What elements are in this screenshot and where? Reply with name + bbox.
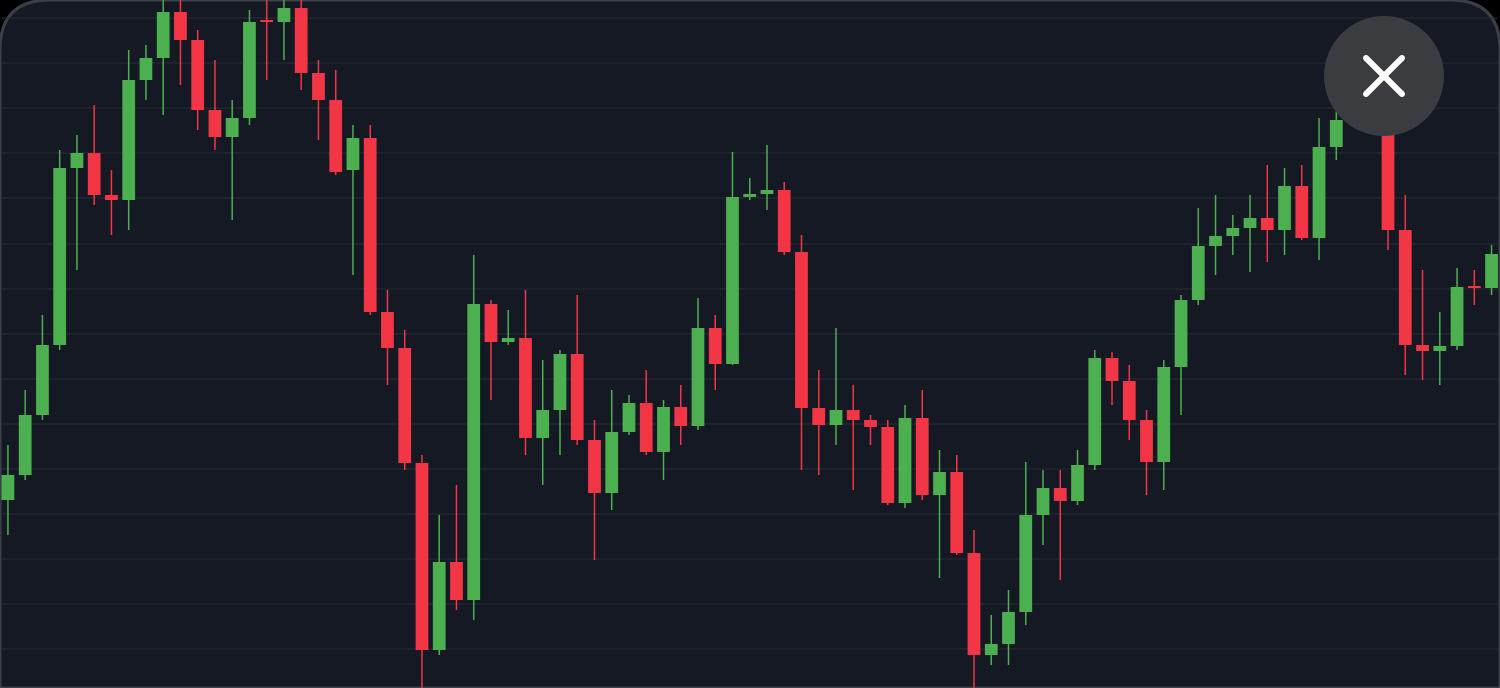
candle-body xyxy=(553,354,567,410)
close-icon[interactable] xyxy=(1363,55,1405,97)
candle-body xyxy=(191,40,205,110)
candle-body xyxy=(450,562,463,600)
candle-body xyxy=(277,8,291,22)
candle-body xyxy=(294,8,308,73)
candle-body xyxy=(415,463,429,650)
candle-body xyxy=(588,440,601,493)
candle-body xyxy=(726,197,739,364)
candle-body xyxy=(657,407,670,452)
close-button[interactable] xyxy=(1324,16,1444,136)
candle-body xyxy=(1140,420,1153,462)
candle-body xyxy=(156,12,170,58)
candle-body xyxy=(1191,246,1205,300)
candle-body xyxy=(1053,488,1067,501)
candle-body xyxy=(881,427,895,503)
candle-body xyxy=(174,12,187,40)
candle-body xyxy=(1416,345,1429,351)
candle-body xyxy=(691,328,705,426)
candle-body xyxy=(536,410,550,438)
candle-body xyxy=(1,475,15,500)
candle-body xyxy=(846,410,860,420)
candle-body xyxy=(484,304,498,342)
candle-body xyxy=(1398,230,1412,345)
candle-body xyxy=(467,304,481,600)
candle-body xyxy=(915,418,929,495)
candle-body xyxy=(864,420,877,427)
candle-body xyxy=(1243,218,1257,228)
candle-body xyxy=(1433,346,1447,351)
candle-body xyxy=(622,403,636,432)
candle-body xyxy=(398,348,412,463)
candle-body xyxy=(933,472,946,495)
candle-body xyxy=(1036,488,1050,515)
candle-body xyxy=(381,312,394,348)
candle-body xyxy=(70,153,84,168)
candle-body xyxy=(760,190,774,194)
candle-body xyxy=(139,58,153,80)
candle-body xyxy=(743,194,757,197)
candle-body xyxy=(1260,218,1274,230)
candle-body xyxy=(87,153,101,195)
candle-body xyxy=(570,354,584,440)
candle-body xyxy=(984,644,998,655)
candle-body xyxy=(1002,612,1015,644)
candle-body xyxy=(605,432,619,493)
candle-body xyxy=(708,328,722,364)
candle-body xyxy=(1329,120,1343,147)
candle-body xyxy=(1157,367,1171,462)
candle-body xyxy=(243,22,256,118)
candle-body xyxy=(432,562,446,650)
candle-body xyxy=(1088,358,1102,465)
candle-body xyxy=(346,138,360,170)
candle-body xyxy=(1450,287,1464,346)
candle-body xyxy=(105,195,118,200)
candle-body xyxy=(829,410,843,425)
candle-body xyxy=(122,80,136,200)
candle-body xyxy=(18,415,32,475)
candle-body xyxy=(1381,135,1395,230)
candle-body xyxy=(777,190,791,252)
candle-body xyxy=(1122,381,1136,420)
candle-body xyxy=(225,118,239,137)
candle-body xyxy=(1312,147,1326,238)
candle-body xyxy=(1019,515,1033,612)
candle-body xyxy=(812,408,826,425)
candle-body xyxy=(1174,300,1188,367)
candle-body xyxy=(1485,254,1498,288)
candle-body xyxy=(1226,228,1240,236)
candle-body xyxy=(501,338,515,342)
candle-body xyxy=(1209,236,1222,246)
candle-body xyxy=(312,73,325,100)
grid xyxy=(2,17,1498,650)
candle-body xyxy=(53,168,67,345)
candle-body xyxy=(1105,358,1119,381)
candle-body xyxy=(674,407,688,426)
candle-body xyxy=(363,138,377,312)
candle-body xyxy=(36,345,49,415)
candle-body xyxy=(795,252,808,408)
candle-body xyxy=(519,338,532,438)
candle-body xyxy=(260,20,274,22)
candle-body xyxy=(639,403,653,452)
candle-body xyxy=(967,553,981,655)
candle-body xyxy=(1071,465,1084,501)
candle-body xyxy=(208,110,222,137)
candle-body xyxy=(1467,286,1481,288)
candle-body xyxy=(950,472,964,553)
candle-body xyxy=(898,418,912,503)
candle-body xyxy=(1278,186,1291,230)
candle-body xyxy=(1295,186,1309,238)
candle-body xyxy=(329,100,343,172)
